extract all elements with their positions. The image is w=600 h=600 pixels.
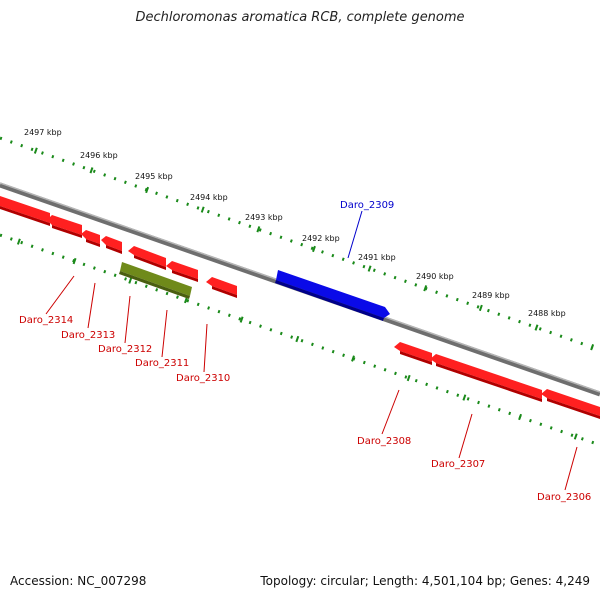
gene-label-daro-2308: Daro_2308 [357,436,411,447]
leader-daro-2307 [458,413,473,459]
scale-label-2497: 2497 kbp [24,128,62,137]
leader-daro-2313 [87,282,96,329]
scale-tick [72,257,77,265]
scale-tick [239,316,244,323]
gene-arrow-daro-2314[interactable] [0,196,50,226]
lower-scale [0,233,600,447]
gene-labels: Daro_2314 Daro_2313 Daro_2312 Daro_2311 … [19,200,591,503]
lower-scale-dots [0,233,600,447]
scale-label-2489: 2489 kbp [472,291,510,300]
gene-arrow-daro-2313[interactable] [81,230,100,247]
scale-tick [534,324,539,331]
scale-tick [128,277,133,284]
gene-label-daro-2313: Daro_2313 [61,330,115,341]
gene-arrow-daro-2312c[interactable] [166,261,198,282]
gene-arrow-daro-2312b[interactable] [128,246,166,270]
upper-scale-ticks [33,147,595,351]
scale-label-2495: 2495 kbp [135,172,173,181]
gene-features [0,196,600,419]
scale-tick [406,374,411,382]
scale-tick [184,296,188,304]
gene-arrow-daro-2312[interactable] [101,236,122,254]
scale-label-2493: 2493 kbp [245,213,283,222]
scale-tick [573,433,578,440]
scale-tick [351,355,355,362]
scale-label-2488: 2488 kbp [528,309,566,318]
gene-label-daro-2311: Daro_2311 [135,358,189,369]
scale-label-2490: 2490 kbp [416,272,454,281]
accession-label: Accession: NC_007298 [10,574,147,588]
gene-label-daro-2314: Daro_2314 [19,315,73,326]
leader-daro-2308 [381,389,400,435]
scale-labels: 2497 kbp 2496 kbp 2495 kbp 2494 kbp 2493… [24,128,566,318]
scale-label-2496: 2496 kbp [80,151,118,160]
scale-tick [200,206,205,213]
leader-daro-2310 [203,323,208,373]
gene-label-daro-2310: Daro_2310 [176,373,230,384]
gene-arrow-daro-2310[interactable] [206,277,237,298]
gene-arrow-daro-2314b[interactable] [47,215,82,238]
gene-label-daro-2306: Daro_2306 [537,492,591,503]
scale-tick [16,238,21,245]
gene-label-daro-2312: Daro_2312 [98,344,152,355]
scale-tick [367,265,372,272]
scale-tick [518,413,523,421]
leader-daro-2312 [124,295,131,344]
gene-arrow-daro-2307[interactable] [430,354,542,402]
scale-tick [89,167,94,174]
lower-scale-ticks [16,238,578,440]
scale-label-2491: 2491 kbp [358,253,396,262]
scale-tick [33,147,38,154]
scale-tick [590,344,595,351]
gene-label-daro-2307: Daro_2307 [431,459,485,470]
gene-arrow-daro-2311[interactable] [119,262,192,299]
gene-arrow-daro-2306[interactable] [541,389,600,419]
leader-lines [45,210,578,491]
scale-tick [256,226,261,233]
leader-daro-2306 [564,446,578,491]
scale-label-2492: 2492 kbp [302,234,340,243]
scale-tick [312,245,316,253]
scale-tick [478,304,483,312]
leader-daro-2311 [161,309,168,358]
upper-scale [0,136,600,352]
map-title: Dechloromonas aromatica RCB, complete ge… [135,10,465,25]
gene-arrow-daro-2309[interactable] [275,270,390,321]
leader-daro-2314 [45,275,75,315]
gene-label-daro-2309: Daro_2309 [340,200,394,211]
scale-label-2494: 2494 kbp [190,193,228,202]
leader-daro-2309 [347,210,363,259]
scale-tick [145,186,150,194]
genome-summary: Topology: circular; Length: 4,501,104 bp… [260,574,590,588]
scale-tick [462,394,467,401]
gene-arrow-daro-2308[interactable] [394,342,432,365]
scale-tick [295,335,300,343]
scale-tick [423,285,428,292]
